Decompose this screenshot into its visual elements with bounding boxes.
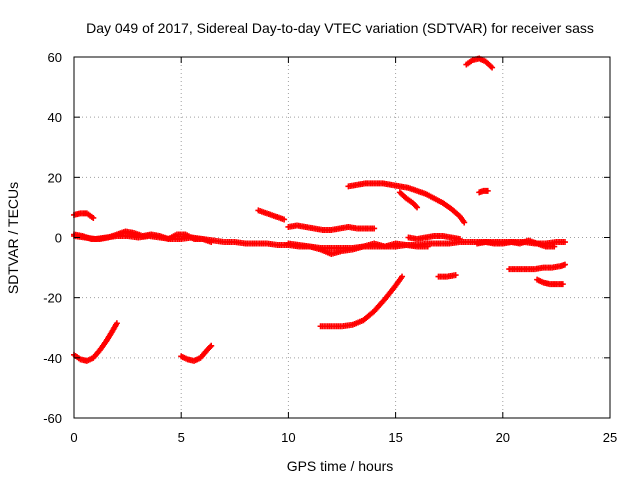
series-track-12 <box>463 55 496 71</box>
data-point <box>90 214 97 221</box>
y-axis-label: SDTVAR / TECUs <box>5 182 21 294</box>
y-tick-label: -60 <box>43 411 62 426</box>
data-point <box>561 239 568 246</box>
data-point <box>452 272 459 279</box>
data-point <box>412 203 419 210</box>
x-tick-label: 15 <box>388 430 402 445</box>
y-tick-label: -40 <box>43 351 62 366</box>
series-track-9 <box>345 180 468 226</box>
data-point <box>424 243 431 250</box>
series-track-18 <box>178 342 215 364</box>
series-track-2 <box>71 228 215 246</box>
data-point <box>484 187 491 194</box>
series-track-13 <box>317 273 406 330</box>
series-track-10 <box>396 189 421 211</box>
chart-title: Day 049 of 2017, Sidereal Day-to-day VTE… <box>86 20 594 36</box>
data-point <box>489 64 496 71</box>
x-tick-label: 25 <box>603 430 617 445</box>
series-track-4 <box>474 237 558 250</box>
series-track-6 <box>71 210 97 221</box>
y-tick-label: 40 <box>48 110 62 125</box>
x-axis-label: GPS time / hours <box>287 458 394 474</box>
series-track-3 <box>285 240 431 258</box>
data-point <box>561 261 568 268</box>
series-track-17 <box>71 320 120 364</box>
series-track-15 <box>506 261 568 273</box>
data-point <box>208 342 215 349</box>
axis-ticks: 0 5 10 15 20 25 -60 -40 -20 0 20 40 60 <box>43 50 617 445</box>
series-track-7 <box>255 207 288 223</box>
x-tick-label: 5 <box>178 430 185 445</box>
data-point <box>371 225 378 232</box>
data-point <box>208 239 215 246</box>
x-tick-label: 0 <box>70 430 77 445</box>
series-track-11 <box>476 187 491 196</box>
x-tick-label: 10 <box>281 430 295 445</box>
y-tick-label: 20 <box>48 170 62 185</box>
series-track-5 <box>405 232 463 243</box>
data-point <box>414 204 421 211</box>
series-track-8 <box>285 222 378 233</box>
data-point <box>207 343 214 350</box>
data-point <box>399 273 406 280</box>
data-points <box>71 55 568 364</box>
series-track-16 <box>534 276 566 288</box>
data-point <box>281 216 288 223</box>
y-tick-label: -20 <box>43 291 62 306</box>
series-track-14 <box>435 272 459 280</box>
grid <box>74 57 610 418</box>
data-point <box>551 243 558 250</box>
x-tick-label: 20 <box>496 430 510 445</box>
data-point <box>559 281 566 288</box>
data-point <box>456 236 463 243</box>
y-tick-label: 0 <box>55 231 62 246</box>
data-point <box>461 219 468 226</box>
data-point <box>113 320 120 327</box>
y-tick-label: 60 <box>48 50 62 65</box>
